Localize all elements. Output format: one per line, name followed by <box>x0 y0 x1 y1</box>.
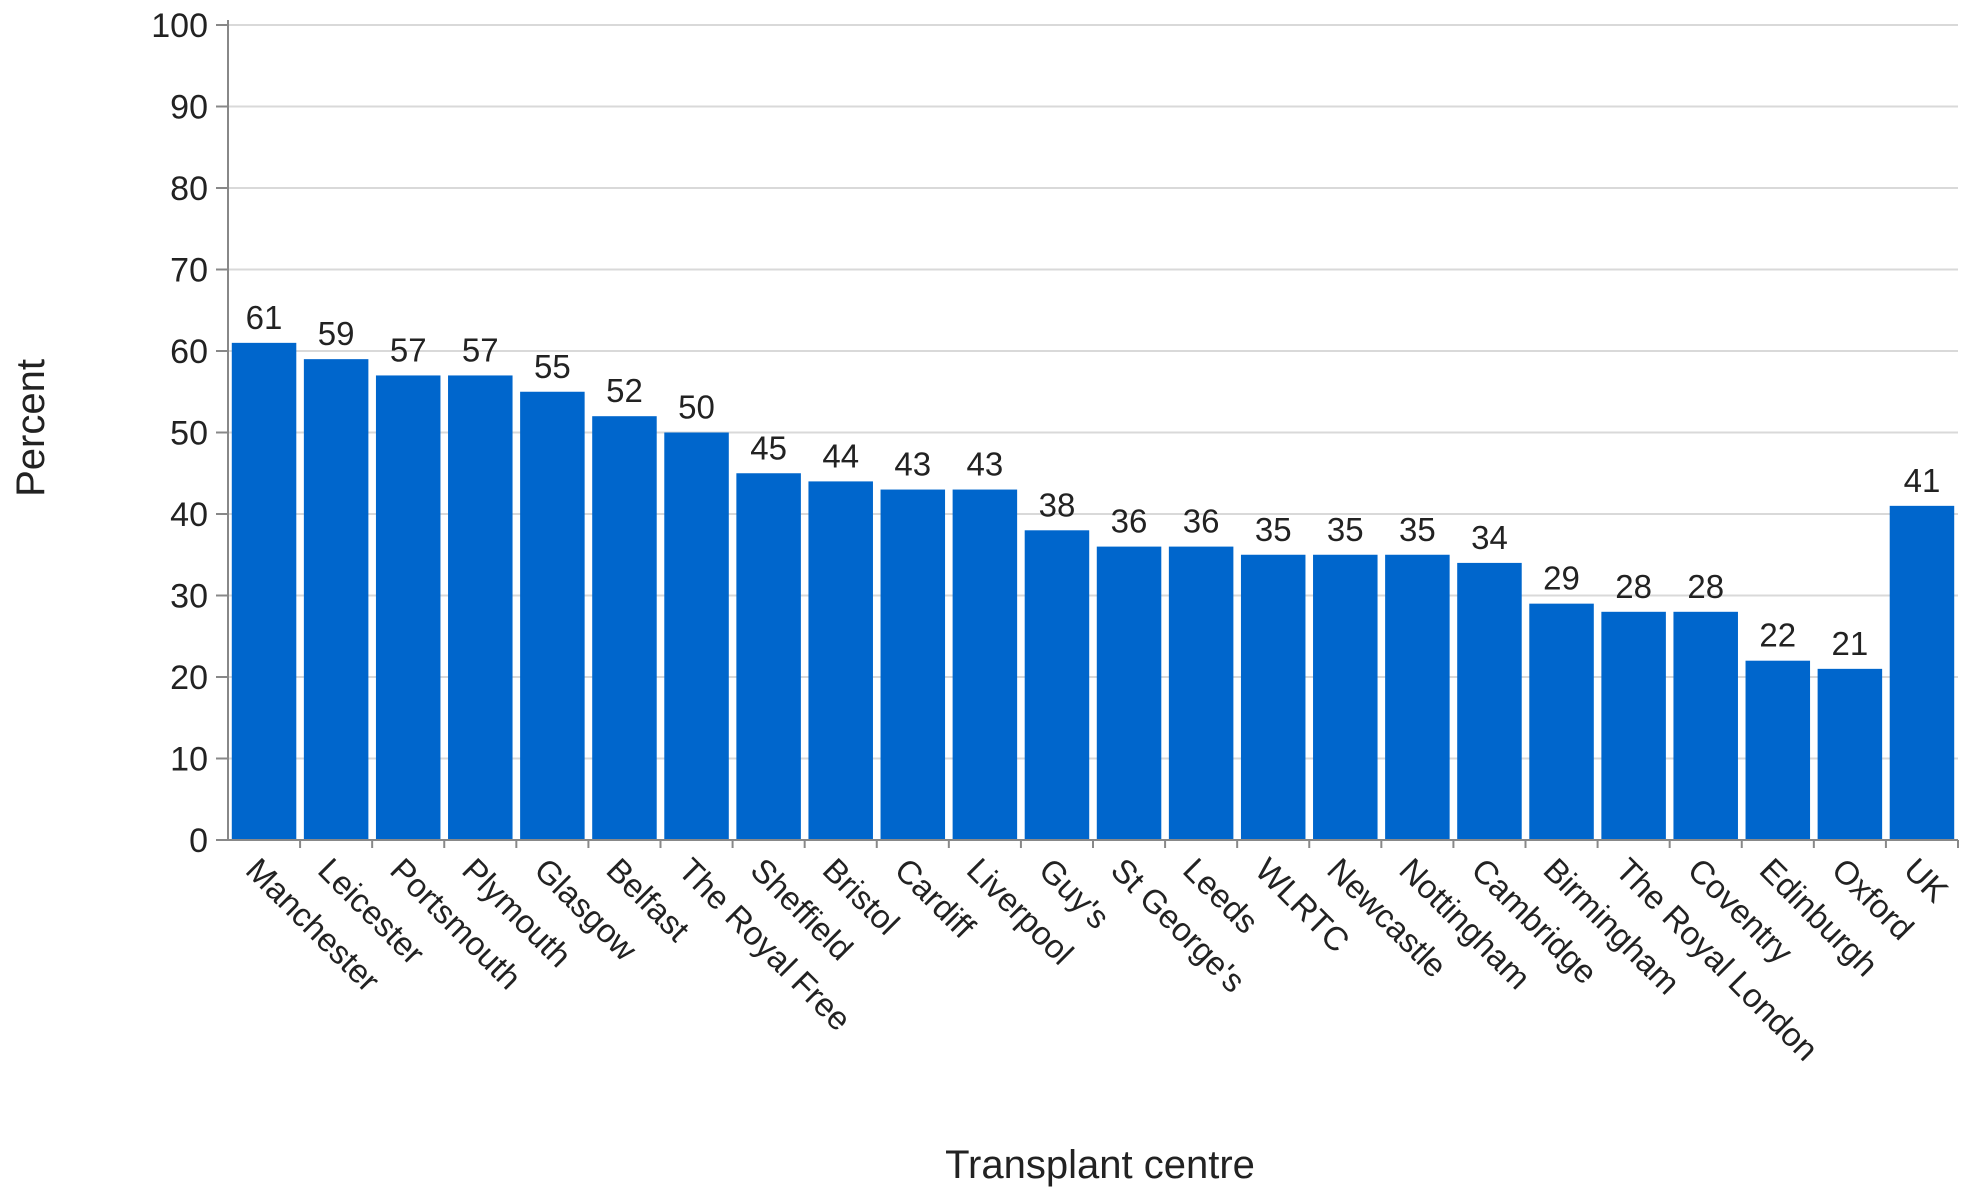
data-label-0: 61 <box>246 299 283 336</box>
data-label-14: 35 <box>1255 511 1292 548</box>
bars <box>231 342 1955 840</box>
bar-13 <box>1168 546 1234 840</box>
bar-21 <box>1745 660 1811 840</box>
y-tick-label: 70 <box>170 252 208 290</box>
data-label-12: 36 <box>1111 503 1148 540</box>
x-tick-label-9: Cardiff <box>888 851 983 946</box>
data-label-6: 50 <box>678 389 715 426</box>
data-label-19: 28 <box>1615 568 1652 605</box>
data-label-7: 45 <box>750 429 787 466</box>
gridlines <box>228 24 1958 760</box>
bar-0 <box>231 342 297 840</box>
data-label-21: 22 <box>1759 617 1796 654</box>
bar-10 <box>952 489 1018 840</box>
axes <box>216 20 1959 848</box>
bar-1 <box>303 359 369 840</box>
y-tick-labels: 0 10 20 30 40 50 60 70 80 90 100 <box>151 7 208 860</box>
y-tick-label: 0 <box>189 822 208 860</box>
bar-9 <box>880 489 946 840</box>
bar-11 <box>1024 530 1090 840</box>
data-label-23: 41 <box>1904 462 1941 499</box>
data-label-11: 38 <box>1039 486 1076 523</box>
bar-7 <box>736 473 801 840</box>
bar-20 <box>1673 611 1738 840</box>
data-label-4: 55 <box>534 348 571 385</box>
bar-18 <box>1529 603 1594 840</box>
data-label-16: 35 <box>1399 511 1436 548</box>
data-label-5: 52 <box>606 372 643 409</box>
bar-23 <box>1889 505 1955 840</box>
x-tick-label-23: UK <box>1897 851 1956 910</box>
data-label-3: 57 <box>462 331 499 368</box>
bar-19 <box>1601 611 1666 840</box>
data-label-8: 44 <box>822 437 859 474</box>
y-tick-label: 50 <box>170 415 208 453</box>
y-axis-title: Percent <box>9 359 53 497</box>
data-label-18: 29 <box>1543 560 1580 597</box>
bar-3 <box>448 375 513 840</box>
y-tick-label: 20 <box>170 659 208 697</box>
x-tick-labels: ManchesterLeicesterPortsmouthPlymouthGla… <box>239 851 1955 1068</box>
y-tick-label: 60 <box>170 333 208 371</box>
x-axis-title: Transplant centre <box>945 1143 1255 1187</box>
bar-5 <box>592 416 657 840</box>
bar-4 <box>520 391 585 840</box>
bar-15 <box>1313 554 1378 840</box>
data-labels: 61 59 57 57 55 52 50 45 44 43 43 38 36 36 35 35 35 34 29 28… <box>246 299 1941 662</box>
bar-8 <box>808 481 873 840</box>
y-tick-label: 90 <box>170 89 208 127</box>
data-label-10: 43 <box>967 446 1004 483</box>
y-tick-label: 100 <box>151 7 208 45</box>
bar-2 <box>375 375 441 840</box>
data-label-15: 35 <box>1327 511 1364 548</box>
data-label-1: 59 <box>318 315 355 352</box>
data-label-17: 34 <box>1471 519 1508 556</box>
bar-14 <box>1240 554 1306 840</box>
bar-12 <box>1096 546 1162 840</box>
data-label-9: 43 <box>894 446 931 483</box>
bar-22 <box>1817 668 1883 840</box>
y-tick-label: 30 <box>170 578 208 616</box>
bar-17 <box>1457 562 1522 840</box>
data-label-13: 36 <box>1183 503 1220 540</box>
data-label-2: 57 <box>390 331 427 368</box>
data-label-20: 28 <box>1687 568 1724 605</box>
data-label-22: 21 <box>1832 625 1869 662</box>
y-tick-label: 10 <box>170 741 208 779</box>
bar-6 <box>664 432 729 840</box>
bar-16 <box>1385 554 1450 840</box>
y-tick-label: 40 <box>170 496 208 534</box>
y-tick-label: 80 <box>170 170 208 208</box>
